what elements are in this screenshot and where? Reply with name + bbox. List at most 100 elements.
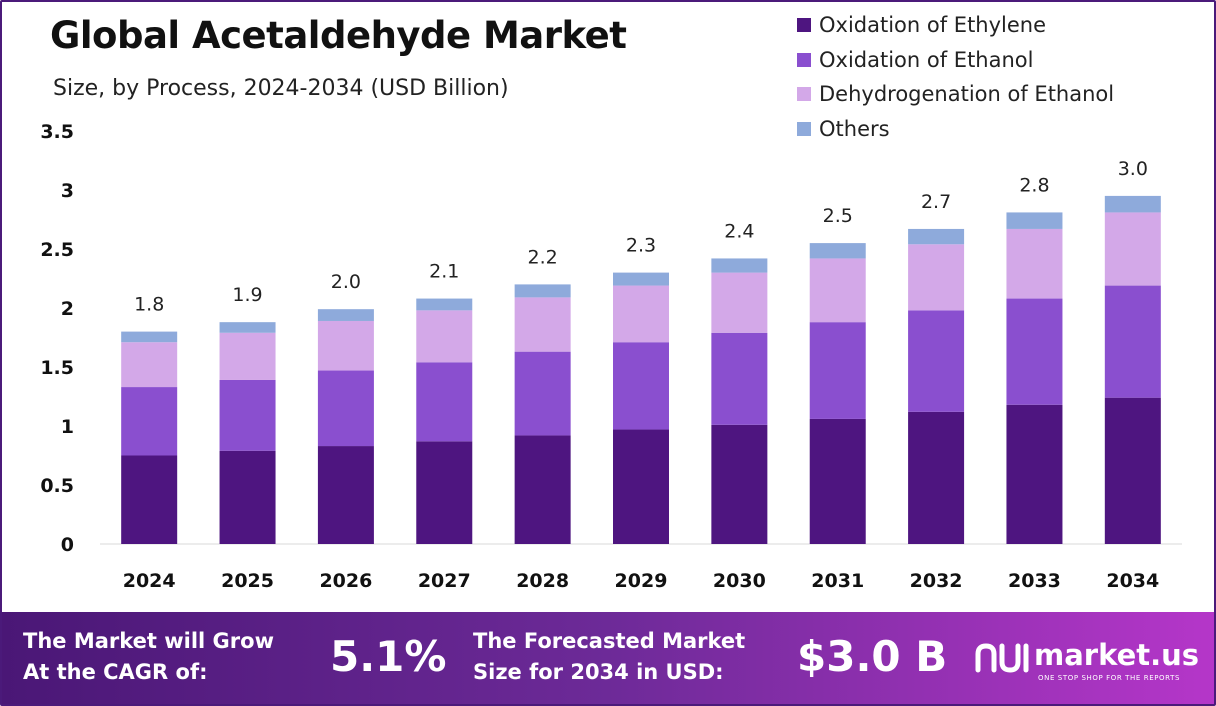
bar-segment-oxidation-of-ethanol bbox=[317, 370, 374, 447]
x-tick-label: 2026 bbox=[319, 570, 372, 592]
bar-segment-oxidation-of-ethylene bbox=[1104, 397, 1161, 544]
bar-segment-dehydrogenation-of-ethanol bbox=[1006, 228, 1063, 299]
bar-segment-dehydrogenation-of-ethanol bbox=[809, 258, 866, 323]
legend-item-others: Others bbox=[797, 112, 1114, 147]
bar-segment-dehydrogenation-of-ethanol bbox=[219, 332, 276, 380]
legend-item-oxidation-of-ethylene: Oxidation of Ethylene bbox=[797, 8, 1114, 43]
bar-segment-dehydrogenation-of-ethanol bbox=[1104, 212, 1161, 286]
bar-segment-others bbox=[711, 258, 768, 273]
x-tick-label: 2029 bbox=[615, 570, 668, 592]
bar-total-label: 1.9 bbox=[232, 284, 262, 306]
cagr-value: 5.1% bbox=[330, 632, 447, 681]
bar-total-label: 2.4 bbox=[724, 220, 754, 242]
cagr-label-line1: The Market will Grow bbox=[23, 629, 274, 653]
bar-segment-dehydrogenation-of-ethanol bbox=[711, 272, 768, 333]
bar-segment-others bbox=[219, 322, 276, 333]
x-tick-label: 2025 bbox=[221, 570, 274, 592]
bar-segment-oxidation-of-ethanol bbox=[416, 362, 473, 442]
bar-segment-others bbox=[1006, 212, 1063, 229]
brand-name: market.us bbox=[1034, 638, 1200, 672]
bar-segment-dehydrogenation-of-ethanol bbox=[416, 310, 473, 363]
bar-total-label: 2.7 bbox=[921, 191, 951, 213]
bar-segment-oxidation-of-ethylene bbox=[219, 450, 276, 544]
x-tick-label: 2031 bbox=[811, 570, 864, 592]
cagr-label-line2: At the CAGR of: bbox=[23, 660, 208, 684]
bar-segment-oxidation-of-ethylene bbox=[809, 418, 866, 544]
legend-item-oxidation-of-ethanol: Oxidation of Ethanol bbox=[797, 43, 1114, 78]
y-tick-label: 0.5 bbox=[40, 475, 74, 497]
legend-swatch bbox=[797, 18, 811, 33]
bar-total-label: 2.2 bbox=[528, 246, 558, 268]
y-tick-label: 3.5 bbox=[40, 121, 74, 143]
legend-label: Oxidation of Ethanol bbox=[819, 47, 1034, 72]
market-us-logo-icon bbox=[975, 643, 1029, 673]
bar-total-label: 2.1 bbox=[429, 261, 459, 283]
stacked-bar-chart: 0 0.5 1 1.5 2 2.5 3 3.5 1.8 2024 1.9 2025 2.0 2026 2.1… bbox=[40, 121, 1182, 592]
legend-swatch bbox=[797, 121, 811, 136]
forecast-label: The Forecasted Market Size for 2034 in U… bbox=[473, 626, 745, 688]
bar-segment-others bbox=[317, 309, 374, 321]
legend-item-dehydrogenation-of-ethanol: Dehydrogenation of Ethanol bbox=[797, 77, 1114, 112]
x-tick-label: 2027 bbox=[418, 570, 471, 592]
chart-subtitle: Size, by Process, 2024-2034 (USD Billion… bbox=[53, 76, 509, 101]
y-tick-label: 0 bbox=[61, 534, 74, 556]
bar-total-label: 2.0 bbox=[331, 271, 361, 293]
legend-label: Oxidation of Ethylene bbox=[819, 13, 1047, 38]
x-tick-label: 2028 bbox=[516, 570, 569, 592]
bar-segment-oxidation-of-ethylene bbox=[613, 429, 669, 544]
bar-segment-oxidation-of-ethylene bbox=[908, 411, 965, 544]
bar-segment-others bbox=[908, 228, 965, 245]
bar-segment-oxidation-of-ethylene bbox=[514, 435, 571, 544]
bar-segment-oxidation-of-ethylene bbox=[711, 424, 768, 544]
bar-segment-oxidation-of-ethanol bbox=[1104, 285, 1161, 398]
bar-segment-dehydrogenation-of-ethanol bbox=[121, 342, 178, 388]
bar-segment-others bbox=[416, 298, 473, 311]
forecast-value: $3.0 B bbox=[797, 632, 948, 681]
y-tick-label: 2.5 bbox=[40, 239, 74, 261]
bar-segment-dehydrogenation-of-ethanol bbox=[613, 285, 669, 343]
bar-segment-oxidation-of-ethanol bbox=[711, 332, 768, 425]
legend-swatch bbox=[797, 87, 811, 102]
chart-title: Global Acetaldehyde Market bbox=[50, 14, 627, 57]
bar-segment-oxidation-of-ethanol bbox=[809, 322, 866, 419]
bar-total-label: 2.8 bbox=[1019, 174, 1049, 196]
x-tick-label: 2034 bbox=[1106, 570, 1159, 592]
bar-segment-oxidation-of-ethanol bbox=[121, 387, 178, 456]
bar-total-label: 2.3 bbox=[626, 235, 656, 257]
bar-segment-others bbox=[514, 284, 571, 298]
legend-label: Dehydrogenation of Ethanol bbox=[819, 82, 1115, 107]
bar-segment-oxidation-of-ethanol bbox=[514, 351, 571, 436]
x-tick-label: 2030 bbox=[713, 570, 766, 592]
bar-segment-oxidation-of-ethylene bbox=[317, 446, 374, 544]
y-tick-label: 2 bbox=[61, 298, 74, 320]
bar-segment-dehydrogenation-of-ethanol bbox=[514, 297, 571, 352]
bar-segment-oxidation-of-ethylene bbox=[416, 441, 473, 544]
bar-segment-dehydrogenation-of-ethanol bbox=[317, 320, 374, 371]
brand-tagline: ONE STOP SHOP FOR THE REPORTS bbox=[1038, 674, 1181, 682]
x-tick-label: 2024 bbox=[123, 570, 176, 592]
y-tick-label: 3 bbox=[61, 180, 74, 202]
bar-segment-dehydrogenation-of-ethanol bbox=[908, 244, 965, 311]
cagr-label: The Market will Grow At the CAGR of: bbox=[23, 626, 274, 688]
x-tick-label: 2033 bbox=[1008, 570, 1061, 592]
footer-banner: The Market will Grow At the CAGR of: 5.1… bbox=[2, 612, 1214, 704]
bar-segment-oxidation-of-ethylene bbox=[1006, 404, 1063, 544]
bar-segment-others bbox=[613, 272, 669, 286]
legend: Oxidation of Ethylene Oxidation of Ethan… bbox=[797, 8, 1114, 146]
bar-segment-oxidation-of-ethanol bbox=[1006, 298, 1063, 405]
bar-total-label: 3.0 bbox=[1118, 158, 1148, 180]
bar-segment-others bbox=[809, 243, 866, 259]
bar-segment-oxidation-of-ethylene bbox=[121, 455, 178, 544]
bar-total-label: 2.5 bbox=[823, 205, 853, 227]
bar-segment-oxidation-of-ethanol bbox=[613, 342, 669, 430]
y-tick-label: 1.5 bbox=[40, 357, 74, 379]
bar-segment-oxidation-of-ethanol bbox=[219, 379, 276, 451]
bar-segment-others bbox=[1104, 195, 1161, 213]
forecast-label-line2: Size for 2034 in USD: bbox=[473, 660, 724, 684]
legend-label: Others bbox=[819, 116, 890, 141]
bar-segment-oxidation-of-ethanol bbox=[908, 310, 965, 412]
bar-segment-others bbox=[121, 331, 178, 343]
x-tick-label: 2032 bbox=[910, 570, 963, 592]
y-tick-label: 1 bbox=[61, 416, 74, 438]
bar-total-label: 1.8 bbox=[134, 294, 164, 316]
